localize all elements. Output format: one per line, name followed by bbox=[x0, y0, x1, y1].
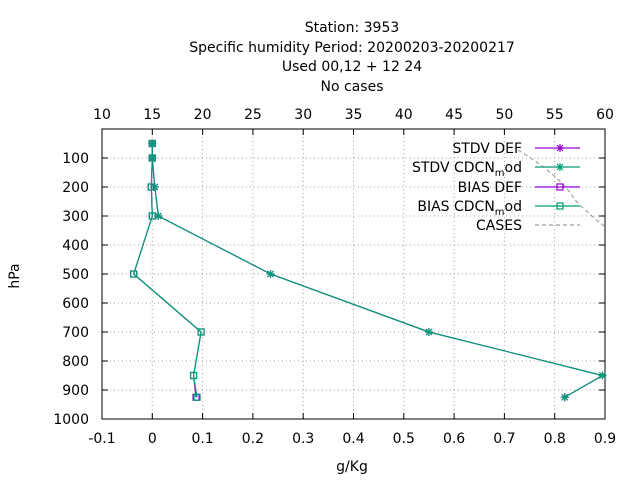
legend-item: STDV CDCNmod bbox=[412, 160, 580, 179]
x-tick-label: 0.1 bbox=[191, 431, 213, 447]
legend-label: CASES bbox=[476, 218, 522, 234]
x-axis-ticks: -0.1 0 0.1 0.2 0.3 0.4 0.5 0.6 0.7 0.8 0.9 bbox=[88, 413, 616, 447]
legend-item: BIAS CDCNmod bbox=[417, 199, 580, 218]
data-point bbox=[189, 371, 198, 380]
x2-tick-label: 35 bbox=[345, 107, 363, 123]
legend-swatch bbox=[535, 163, 580, 171]
legend-swatch bbox=[535, 183, 580, 191]
y-tick-label: 300 bbox=[62, 209, 89, 225]
x2-tick-label: 55 bbox=[546, 107, 564, 123]
series-line bbox=[151, 143, 605, 398]
x-tick-label: 0.4 bbox=[342, 431, 364, 447]
series-stdv-cdcn-mod bbox=[148, 139, 607, 402]
series-stdv-def bbox=[148, 139, 607, 402]
legend-marker bbox=[556, 163, 564, 171]
x2-tick-label: 50 bbox=[495, 107, 513, 123]
legend-item: CASES bbox=[476, 218, 580, 234]
x-tick-label: 0.2 bbox=[242, 431, 264, 447]
y-tick-label: 1000 bbox=[53, 412, 89, 428]
data-point bbox=[193, 393, 201, 401]
series-layer bbox=[130, 139, 607, 402]
x2-tick-label: 10 bbox=[93, 107, 111, 123]
x2-tick-label: 40 bbox=[395, 107, 413, 123]
x2-axis-ticks: 10 15 20 25 30 35 40 45 50 55 60 bbox=[93, 107, 614, 135]
y-axis-ticks: 100 200 300 400 500 600 700 800 900 1000 bbox=[53, 151, 605, 428]
x-tick-label: 0.7 bbox=[493, 431, 515, 447]
y-tick-label: 400 bbox=[62, 238, 89, 254]
series-bias-cdcn-mod bbox=[130, 139, 205, 401]
x-axis-label: g/Kg bbox=[336, 459, 368, 475]
y-tick-label: 100 bbox=[62, 151, 89, 167]
data-point bbox=[266, 270, 275, 278]
data-point bbox=[130, 270, 138, 278]
y-tick-label: 900 bbox=[62, 383, 89, 399]
data-point bbox=[147, 183, 155, 191]
y-tick-label: 500 bbox=[62, 267, 89, 283]
x-tick-label: -0.1 bbox=[88, 431, 115, 447]
plot-frame bbox=[101, 128, 606, 420]
x-tick-label: 0.6 bbox=[443, 431, 465, 447]
x2-tick-label: 20 bbox=[194, 107, 212, 123]
y-tick-label: 200 bbox=[62, 180, 89, 196]
legend-label: BIAS CDCNmod bbox=[417, 199, 522, 218]
series-line bbox=[132, 143, 202, 398]
title-line-3: Used 00,12 + 12 24 bbox=[282, 59, 422, 75]
x2-tick-label: 45 bbox=[445, 107, 463, 123]
data-point bbox=[560, 393, 569, 402]
legend-label: STDV CDCNmod bbox=[412, 160, 522, 179]
data-point bbox=[148, 139, 156, 148]
x2-tick-label: 15 bbox=[143, 107, 161, 123]
x-tick-label: 0.8 bbox=[544, 431, 566, 447]
y-tick-label: 700 bbox=[62, 325, 89, 341]
title-line-4: No cases bbox=[321, 79, 384, 95]
chart-title: Station: 3953 Specific humidity Period: … bbox=[189, 20, 515, 95]
x-tick-label: 0 bbox=[148, 431, 157, 447]
data-point bbox=[598, 371, 607, 380]
legend-marker bbox=[556, 183, 564, 191]
grid bbox=[102, 129, 605, 419]
x2-tick-label: 25 bbox=[244, 107, 262, 123]
legend-item: BIAS DEF bbox=[458, 180, 580, 196]
x-tick-label: 0.3 bbox=[292, 431, 314, 447]
x2-tick-label: 30 bbox=[294, 107, 312, 123]
legend-item: STDV DEF bbox=[452, 141, 580, 157]
data-point bbox=[197, 328, 205, 336]
legend-marker bbox=[556, 144, 564, 152]
data-point bbox=[148, 154, 156, 162]
x2-tick-label: 60 bbox=[596, 107, 614, 123]
title-line-1: Station: 3953 bbox=[305, 20, 400, 36]
data-point bbox=[148, 212, 156, 220]
legend-swatch bbox=[535, 202, 580, 210]
x-tick-label: 0.5 bbox=[393, 431, 415, 447]
y-axis-label: hPa bbox=[7, 263, 23, 288]
series-bias-def bbox=[130, 139, 205, 401]
legend-label: BIAS DEF bbox=[458, 180, 522, 196]
y-tick-label: 600 bbox=[62, 296, 89, 312]
series-line bbox=[132, 143, 202, 398]
legend-swatch bbox=[535, 144, 580, 152]
y-tick-label: 800 bbox=[62, 354, 89, 370]
legend-label: STDV DEF bbox=[452, 141, 522, 157]
x-tick-label: 0.9 bbox=[594, 431, 616, 447]
data-point bbox=[424, 328, 433, 336]
cases-curve bbox=[517, 149, 605, 227]
title-line-2: Specific humidity Period: 20200203-20200… bbox=[189, 40, 515, 56]
legend-marker bbox=[556, 202, 564, 210]
